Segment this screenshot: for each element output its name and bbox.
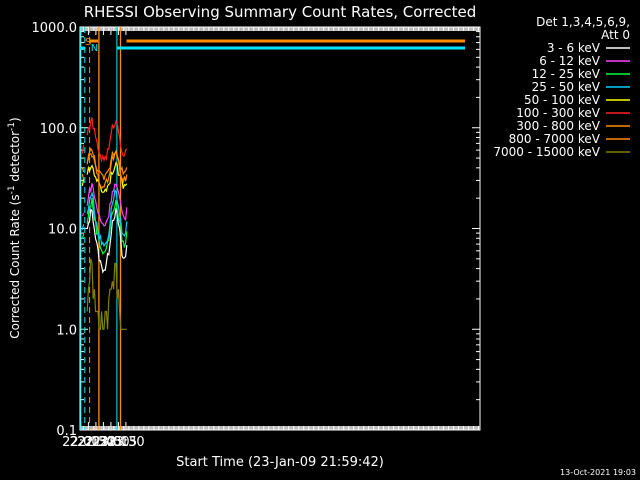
x-tick-label: 23:30 — [107, 435, 144, 450]
series-line — [86, 189, 128, 248]
y-axis-label-sup-2: -1 — [7, 122, 17, 131]
plot-frame — [79, 26, 481, 431]
legend-label: 100 - 300 keV — [516, 106, 600, 120]
legend-label: 50 - 100 keV — [524, 93, 601, 107]
series-line — [81, 247, 85, 250]
series-line — [81, 144, 85, 154]
legend-label: 300 - 800 keV — [516, 119, 600, 133]
footer-date: 13-Oct-2021 19:03 — [560, 468, 636, 477]
series-1 — [81, 183, 128, 227]
y-axis-label-sup-1: -1 — [7, 185, 17, 194]
legend-label: 6 - 12 keV — [539, 54, 601, 68]
legend-label: 3 - 6 keV — [547, 41, 601, 55]
y-tick-label: 10.0 — [48, 223, 77, 238]
series-line — [81, 167, 85, 173]
series-line — [81, 224, 85, 231]
saa-label: S — [85, 37, 91, 48]
legend-label: 12 - 25 keV — [532, 67, 601, 81]
series-line — [86, 258, 127, 330]
y-axis-label-mid: detector — [8, 131, 22, 186]
legend-header-1: Det 1,3,4,5,6,9, — [536, 15, 630, 29]
x-tick-label: 22:15 — [70, 435, 107, 450]
series-line — [81, 234, 85, 239]
series-0 — [81, 207, 128, 274]
series-line — [81, 178, 85, 187]
night-label: N — [91, 43, 98, 54]
series-line — [86, 183, 128, 227]
y-axis-label: Corrected Count Rate (s-1 detector-1) — [7, 117, 22, 338]
legend-label: 7000 - 15000 keV — [493, 145, 600, 159]
plot-area: 0.1 1.0 10.0 100.0 1000.0 22:0022:1522:3022:4… — [32, 21, 481, 450]
series-line — [86, 147, 128, 180]
series-line — [81, 173, 85, 180]
legend-header-2: Att 0 — [601, 28, 630, 42]
x-tick-label: 23:15 — [100, 435, 137, 450]
series-5 — [81, 117, 128, 163]
y-tick-label: 100.0 — [40, 122, 77, 137]
x-tick-label: 22:45 — [85, 435, 122, 450]
series-7 — [81, 147, 128, 180]
series-8 — [82, 258, 127, 330]
legend-label: 25 - 50 keV — [532, 80, 601, 94]
y-tick-label: 1.0 — [56, 323, 77, 338]
y-axis-label-main: Corrected Count Rate (s — [8, 194, 22, 338]
series-6 — [81, 149, 128, 190]
x-tick-label: 22:30 — [77, 435, 114, 450]
series-line — [86, 117, 128, 163]
series-3 — [81, 189, 128, 248]
x-tick-label: 22:00 — [62, 435, 99, 450]
x-tick-label: 23:00 — [92, 435, 129, 450]
series-line — [86, 197, 128, 255]
y-tick-label: 1000.0 — [32, 21, 78, 36]
x-axis-label: Start Time (23-Jan-09 21:59:42) — [176, 455, 384, 470]
series-line — [86, 207, 128, 274]
series-line — [81, 212, 85, 217]
series-line — [86, 149, 128, 190]
legend-label: 800 - 7000 keV — [509, 132, 601, 146]
chart-title: RHESSI Observing Summary Count Rates, Co… — [84, 3, 477, 21]
y-axis-label-end: ) — [8, 117, 22, 122]
y-tick-label: 0.1 — [56, 424, 77, 439]
series-2 — [81, 197, 128, 255]
